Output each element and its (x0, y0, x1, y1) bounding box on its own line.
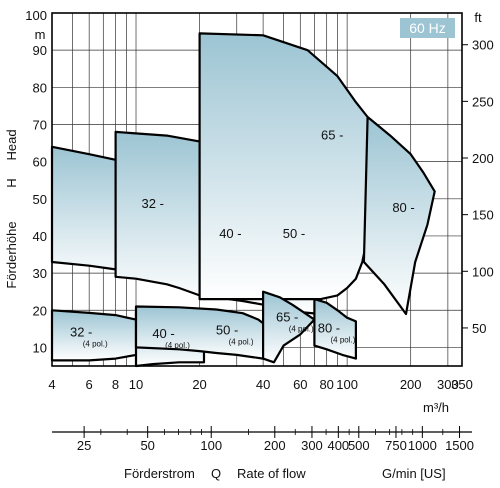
pump-zone-label: 50 - (216, 322, 238, 337)
right-axis-unit: ft (474, 10, 482, 25)
pump-zone-sublabel: (4 pol.) (83, 339, 108, 348)
right-tick-label: 100 (472, 264, 494, 279)
plot-frame (51, 12, 463, 367)
x2-tick-label: 1500 (445, 438, 474, 453)
left-axis-label-de: Förderhöhe (4, 221, 19, 288)
x2-tick-label: 500 (348, 438, 370, 453)
x2-tick-label: 300 (301, 438, 323, 453)
pump-zone-label: 40 - (219, 226, 241, 241)
x2-tick-label: 50 (140, 438, 154, 453)
pump-zone-sublabel: (4 pol.) (165, 341, 190, 350)
left-tick-label: 20 (33, 303, 47, 318)
pump-zone-8 (262, 290, 316, 364)
frequency-badge-text: 60 Hz (409, 20, 446, 36)
left-tick-label: 90 (33, 43, 47, 58)
pump-zone-sublabel: (4 pol.) (229, 337, 254, 346)
left-axis-label-h: H (4, 178, 19, 187)
left-axis-unit: m (35, 27, 46, 42)
pump-zone-label: 32 - (142, 196, 164, 211)
x-tick-label: 100 (336, 377, 358, 392)
frequency-badge: 60 Hz (400, 18, 455, 38)
right-axis-ticks: 50 100 150 200 250 300 (462, 38, 494, 336)
pump-zone-label: 50 - (283, 226, 305, 241)
x-tick-label: 300 (437, 377, 459, 392)
right-tick-label: 300 (472, 38, 494, 53)
left-axis-en-group: Head (4, 129, 19, 160)
left-tick-label: 100 (25, 8, 47, 23)
left-axis-h-group: H (4, 178, 19, 187)
pump-zone-9 (313, 298, 357, 360)
left-tick-label: 50 (33, 192, 47, 207)
left-tick-label: 40 (33, 229, 47, 244)
frequency-badge-bg (400, 18, 455, 38)
left-axis-label-group: Förderhöhe (4, 221, 19, 288)
right-tick-label: 200 (472, 151, 494, 166)
left-axis-ticks: 10 20 30 40 50 60 70 80 90 100 (25, 8, 47, 355)
pump-zone-sublabel: (4 pol.) (289, 324, 314, 333)
right-tick-label: 150 (472, 208, 494, 223)
x-tick-label: 350 (451, 377, 473, 392)
x2-tick-label: 200 (264, 438, 286, 453)
x-tick-label: 200 (400, 377, 422, 392)
x-tick-label: 6 (86, 377, 93, 392)
x-caption-de: Förderstrom (124, 466, 195, 481)
x-tick-label: 8 (112, 377, 119, 392)
x-tick-label: 40 (256, 377, 270, 392)
x2-tick-label: 25 (77, 438, 91, 453)
pump-zone-label: 65 - (321, 127, 343, 142)
secondary-axis-unit: G/min [US] (382, 466, 446, 481)
right-tick-label: 250 (472, 94, 494, 109)
left-axis-label-en: Head (4, 129, 19, 160)
pump-zone-4 (362, 115, 436, 316)
x2-tick-label: 1000 (408, 438, 437, 453)
pump-zone-sublabel: (4 pol.) (330, 336, 355, 345)
x2-tick-label: 100 (200, 438, 222, 453)
x-caption-en: Rate of flow (237, 466, 306, 481)
pump-zone-label: 65 - (276, 309, 298, 324)
pump-zone-label: 80 - (392, 200, 414, 215)
x-tick-label: 4 (48, 377, 55, 392)
left-tick-label: 70 (33, 117, 47, 132)
pump-zones: 32 -40 -50 -65 -80 -32 -(4 pol.)40 -(4 p… (50, 32, 436, 368)
left-tick-label: 60 (33, 155, 47, 170)
x-tick-label: 60 (293, 377, 307, 392)
left-tick-label: 30 (33, 266, 47, 281)
pump-zone-label: 40 - (152, 326, 174, 341)
left-tick-label: 10 (33, 340, 47, 355)
x2-tick-label: 750 (385, 438, 407, 453)
x-caption-q: Q (211, 466, 221, 481)
pump-zone-label: 32 - (70, 324, 92, 339)
right-tick-label: 50 (472, 321, 486, 336)
x-tick-label: 20 (192, 377, 206, 392)
pump-zone-5 (50, 309, 146, 362)
x2-tick-label: 400 (327, 438, 349, 453)
x-tick-label: 10 (129, 377, 143, 392)
x-axis-unit: m³/h (423, 400, 449, 415)
x-tick-label: 80 (319, 377, 333, 392)
pump-zone-label: 80 - (318, 321, 340, 336)
left-tick-label: 80 (33, 80, 47, 95)
